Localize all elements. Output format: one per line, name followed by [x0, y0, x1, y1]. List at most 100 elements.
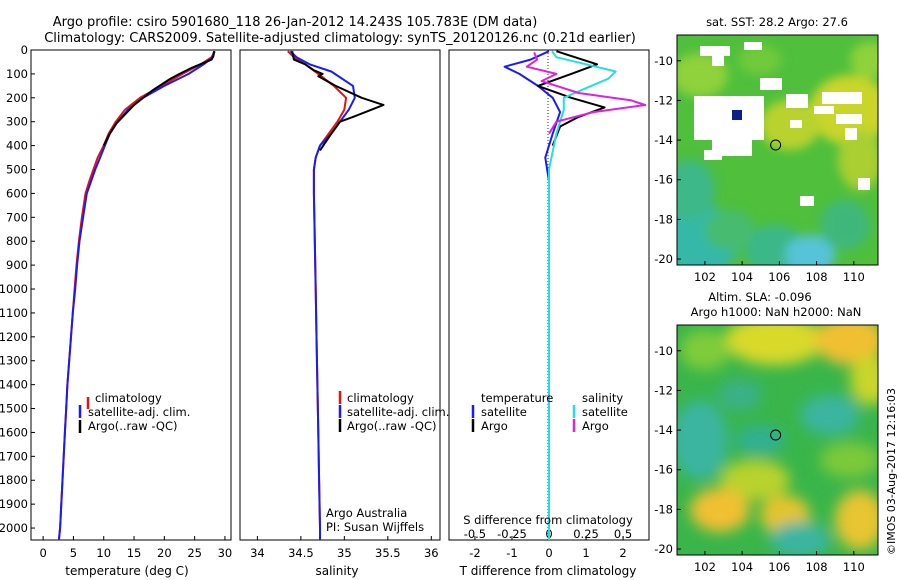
- depth-tick-label: 900: [6, 258, 28, 272]
- x-tick-label: 36: [424, 546, 439, 560]
- x-tick-label: 34: [250, 546, 265, 560]
- x-tick-label: 5: [70, 546, 77, 560]
- series-line-salinity-satellite: [548, 50, 617, 540]
- sst-axes: 102 104 106 108 110 -10 -12 -14 -16 -18 -20: [654, 54, 865, 284]
- map-y-tick-label: -10: [654, 54, 673, 68]
- map-x-tick-label: 104: [731, 270, 753, 284]
- map-y-tick-label: -20: [654, 542, 673, 556]
- depth-tick-label: 1300: [0, 354, 28, 368]
- salinity-series: [287, 50, 385, 540]
- map-x-tick-label: 102: [694, 560, 716, 574]
- difference-legend: temperature salinity satellite Argo sate…: [471, 391, 628, 433]
- map-y-tick-label: -18: [654, 212, 673, 226]
- salinity-frame: [239, 49, 441, 541]
- sla-field: [677, 325, 878, 555]
- depth-tick-label: 1900: [0, 497, 28, 511]
- map-y-tick-label: -20: [654, 252, 673, 266]
- depth-tick-label: 600: [6, 186, 28, 200]
- depth-tick-label: 400: [6, 139, 28, 153]
- sla-map-title: Altim. SLA: -0.096: [708, 290, 812, 304]
- sst-field: [677, 35, 878, 265]
- legend-label-s-satellite: satellite: [582, 405, 628, 419]
- x-tick-label: 35: [337, 546, 352, 560]
- series-line-temperature-argo: [536, 50, 606, 146]
- temperature-axis: 0 5 10 15 20 25 30: [39, 536, 232, 560]
- x-top-tick-label: -0.25: [497, 527, 527, 541]
- salinity-annotation-line2: PI: Susan Wijffels: [326, 520, 424, 534]
- x-tick-label: 2: [619, 546, 626, 560]
- difference-xlabel: T difference from climatology: [459, 564, 637, 578]
- temperature-series: [57, 50, 216, 541]
- x-tick-label: 35.5: [375, 546, 401, 560]
- x-tick-label: 0: [39, 546, 46, 560]
- legend-label-satellite: satellite-adj. clim.: [88, 405, 190, 419]
- map-x-tick-label: 108: [806, 270, 828, 284]
- salinity-xlabel: salinity: [315, 564, 358, 578]
- x-tick-label: 1: [582, 546, 589, 560]
- x-tick-label: 15: [127, 546, 142, 560]
- sst-map-title: sat. SST: 28.2 Argo: 27.6: [706, 15, 848, 29]
- temperature-panel: 0100200300400500600700800900100011001200…: [0, 43, 232, 578]
- x-tick-label: 0: [545, 546, 552, 560]
- map-y-tick-label: -18: [654, 502, 673, 516]
- legend-label-climatology: climatology: [95, 391, 162, 405]
- depth-tick-label: 0: [21, 43, 28, 57]
- sst-map-panel: sat. SST: 28.2 Argo: 27.6: [654, 15, 879, 284]
- legend-label-t-satellite: satellite: [481, 405, 527, 419]
- temperature-legend: climatology satellite-adj. clim. Argo(..…: [78, 391, 190, 433]
- legend-label-argo: Argo(..raw -QC): [88, 419, 178, 433]
- temperature-xlabel: temperature (deg C): [65, 564, 188, 578]
- difference-series: [503, 50, 647, 540]
- sst-map-frame: [676, 34, 879, 266]
- salinity-annotation-line1: Argo Australia: [326, 506, 407, 520]
- sla-map-subtitle: Argo h1000: NaN h2000: NaN: [691, 305, 862, 319]
- x-top-tick-label: 0.25: [573, 527, 599, 541]
- map-x-tick-label: 104: [731, 560, 753, 574]
- x-tick-label: 34.5: [288, 546, 314, 560]
- series-line-argo-raw-qc-: [102, 51, 215, 147]
- header-line2: Climatology: CARS2009. Satellite-adjuste…: [44, 31, 636, 46]
- map-x-tick-label: 110: [843, 560, 865, 574]
- sla-argo-marker: [770, 429, 782, 441]
- legend-label-satellite: satellite-adj. clim.: [347, 405, 449, 419]
- salinity-axis: 34 34.5 35 35.5 36: [250, 536, 439, 560]
- series-line-climatology: [57, 50, 216, 541]
- sst-blue-block: [732, 110, 742, 120]
- map-x-tick-label: 102: [694, 270, 716, 284]
- difference-panel: -2 -1 0 1 2-0.5 -0.25 0 0.25 0.5 temperature sal…: [448, 49, 650, 578]
- salinity-legend: climatology satellite-adj. clim. Argo(..…: [338, 391, 449, 433]
- map-y-tick-label: -12: [654, 383, 673, 397]
- series-line-satellite-adj-clim-: [289, 50, 356, 540]
- depth-tick-label: 1700: [0, 449, 28, 463]
- legend-label-s-argo: Argo: [582, 419, 609, 433]
- sla-map-frame: [676, 324, 879, 556]
- map-x-tick-label: 110: [843, 270, 865, 284]
- depth-tick-label: 1500: [0, 402, 28, 416]
- legend-header-temperature: temperature: [481, 391, 553, 405]
- x-tick-label: -2: [469, 546, 480, 560]
- sla-map-panel: Altim. SLA: -0.096 Argo h1000: NaN h2000…: [654, 290, 879, 574]
- map-x-tick-label: 106: [768, 270, 790, 284]
- temperature-frame: [30, 49, 232, 541]
- difference-xlabel-top: S difference from climatology: [463, 513, 633, 527]
- header-line1: Argo profile: csiro 5901680_118 26-Jan-2…: [53, 15, 538, 30]
- salinity-panel: 34 34.5 35 35.5 36 climatology satellite-adj…: [239, 49, 449, 578]
- depth-tick-label: 200: [6, 91, 28, 105]
- depth-tick-label: 1400: [0, 378, 28, 392]
- depth-tick-label: 700: [6, 210, 28, 224]
- depth-tick-label: 300: [6, 115, 28, 129]
- map-y-tick-label: -16: [654, 173, 673, 187]
- x-tick-label: 25: [187, 546, 202, 560]
- depth-tick-label: 1600: [0, 425, 28, 439]
- sla-axes: 102 104 106 108 110 -10 -12 -14 -16 -18 -20: [654, 344, 865, 574]
- credit-text: ©IMOS 03-Aug-2017 12:16:03: [885, 388, 898, 555]
- depth-tick-label: 800: [6, 234, 28, 248]
- series-line-argo-raw-qc-: [291, 51, 385, 151]
- depth-tick-label: 1100: [0, 306, 28, 320]
- x-tick-label: 10: [96, 546, 111, 560]
- sst-argo-marker: [770, 139, 782, 151]
- depth-axis: 0 100 200 300 400 500 600 700 800 900 1000 1100 1200…: [0, 43, 35, 535]
- legend-label-t-argo: Argo: [481, 419, 508, 433]
- difference-axis: -2 -1 0 1 2-0.5 -0.25 0 0.25 0.5: [464, 527, 633, 560]
